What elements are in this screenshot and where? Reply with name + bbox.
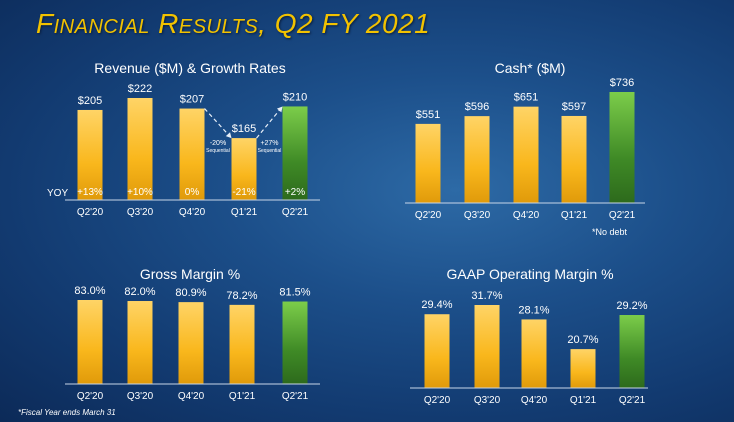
sequential-pct: +27% [260,140,278,147]
category-label: Q1'21 [561,210,588,221]
bar [415,123,441,203]
data-label: $651 [514,92,538,104]
bar [521,319,547,388]
category-label: Q2'21 [282,391,309,402]
bar [424,314,450,388]
arrowhead-icon [225,132,232,139]
category-label: Q1'21 [231,207,258,218]
bar [282,106,308,200]
bar [229,304,255,384]
bar [127,98,153,200]
category-label: Q4'20 [179,207,206,218]
data-label: $165 [232,123,256,135]
category-label: Q2'20 [415,210,442,221]
data-label: 81.5% [279,287,310,299]
bar [513,106,539,203]
note: *No debt [592,227,628,237]
data-label: 78.2% [226,290,257,302]
chart-title: Gross Margin % [140,266,240,282]
category-label: Q2'20 [77,391,104,402]
category-label: Q1'21 [570,395,597,406]
arrowhead-icon [276,106,283,113]
bar [179,108,205,200]
category-label: Q2'21 [609,210,636,221]
data-label: $597 [562,101,586,113]
data-label: 31.7% [471,290,502,302]
bar [619,315,645,388]
sequential-label: Sequential [206,148,230,154]
sequential-label: Sequential [258,148,282,154]
sequential-pct: -20% [210,140,226,147]
category-label: Q2'20 [77,207,104,218]
yoy-value: 0% [185,187,200,198]
bar [77,109,103,200]
chart-title: GAAP Operating Margin % [446,266,613,282]
category-label: Q2'21 [282,207,309,218]
category-label: Q3'20 [127,207,154,218]
yoy-value: -21% [232,187,255,198]
bar [77,300,103,384]
sequential-arrow [256,106,283,139]
category-label: Q4'20 [513,210,540,221]
category-label: Q3'20 [127,391,154,402]
bar [231,138,257,200]
bar [561,115,587,203]
data-label: 83.0% [74,285,105,297]
data-label: 20.7% [567,334,598,346]
category-label: Q4'20 [178,391,205,402]
category-label: Q1'21 [229,391,256,402]
data-label: 28.1% [518,304,549,316]
footnote: *Fiscal Year ends March 31 [18,408,116,417]
data-label: $596 [465,101,489,113]
category-label: Q3'20 [474,395,501,406]
yoy-label: YOY [47,188,68,199]
slide-title: Financial Results, Q2 FY 2021 [36,8,431,39]
category-label: Q4'20 [521,395,548,406]
bar [178,302,204,384]
data-label: 80.9% [175,287,206,299]
bar [464,116,490,203]
data-label: $207 [180,94,204,106]
bar [609,92,635,203]
yoy-value: +2% [285,187,305,198]
data-label: 29.4% [421,299,452,311]
chart-title: Cash* ($M) [495,60,566,76]
sequential-arrow [204,108,232,139]
bar [127,301,153,384]
data-label: $736 [610,77,634,89]
yoy-value: +13% [77,187,103,198]
category-label: Q3'20 [464,210,491,221]
category-label: Q2'21 [619,395,646,406]
bar [282,301,308,384]
data-label: $222 [128,83,152,95]
data-label: 29.2% [616,300,647,312]
data-label: $205 [78,95,102,107]
bar [570,349,596,388]
category-label: Q2'20 [424,395,451,406]
data-label: 82.0% [124,286,155,298]
data-label: $551 [416,109,440,121]
data-label: $210 [283,91,307,103]
chart-title: Revenue ($M) & Growth Rates [94,60,285,76]
bar [474,305,500,388]
yoy-value: +10% [127,187,153,198]
